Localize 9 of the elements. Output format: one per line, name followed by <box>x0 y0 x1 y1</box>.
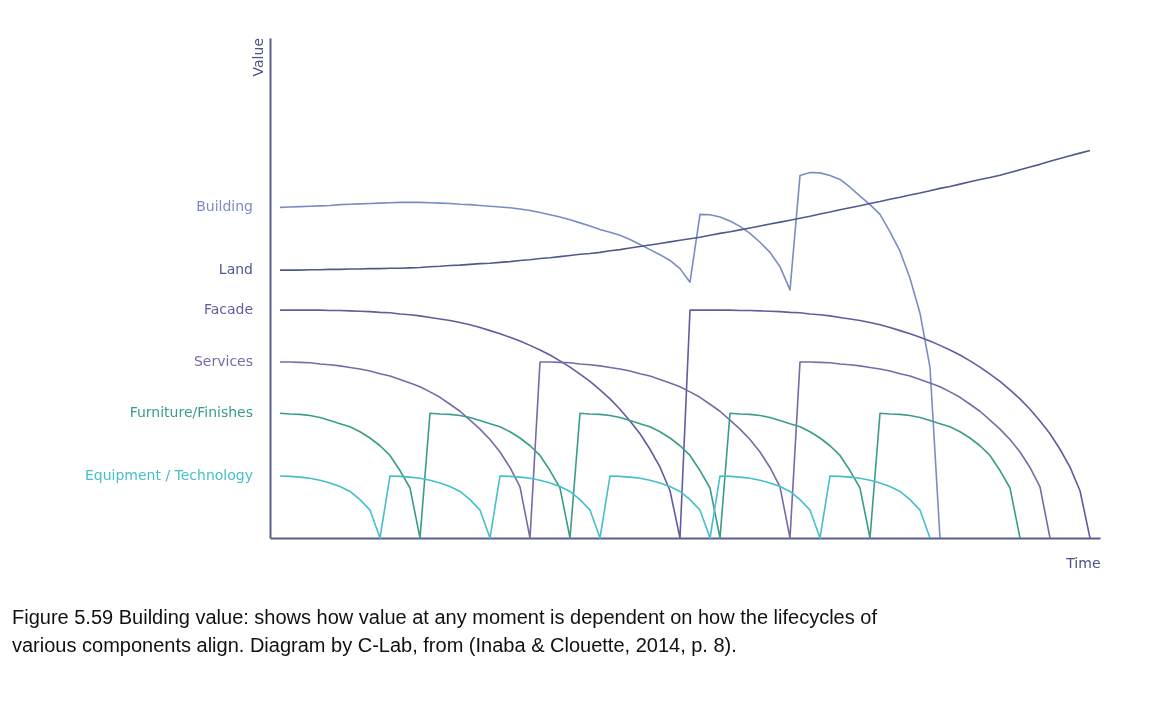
series-label: Equipment / Technology <box>84 466 253 483</box>
text: Value <box>250 38 266 77</box>
x-axis-title: Time <box>1065 554 1101 571</box>
series-label: Services <box>193 353 253 370</box>
series-label: Facade <box>203 301 253 318</box>
caption: Figure 5.59 Building value: shows how value at any moment is dependent on how the lifecycles of various components align. Diagram by C-Lab, from (Inaba & Clouette, 2014, p. 8). <box>12 606 878 656</box>
series-label: Furniture/Finishes <box>129 404 253 421</box>
series-label: Building <box>196 198 253 215</box>
series-label: Land <box>218 261 253 278</box>
